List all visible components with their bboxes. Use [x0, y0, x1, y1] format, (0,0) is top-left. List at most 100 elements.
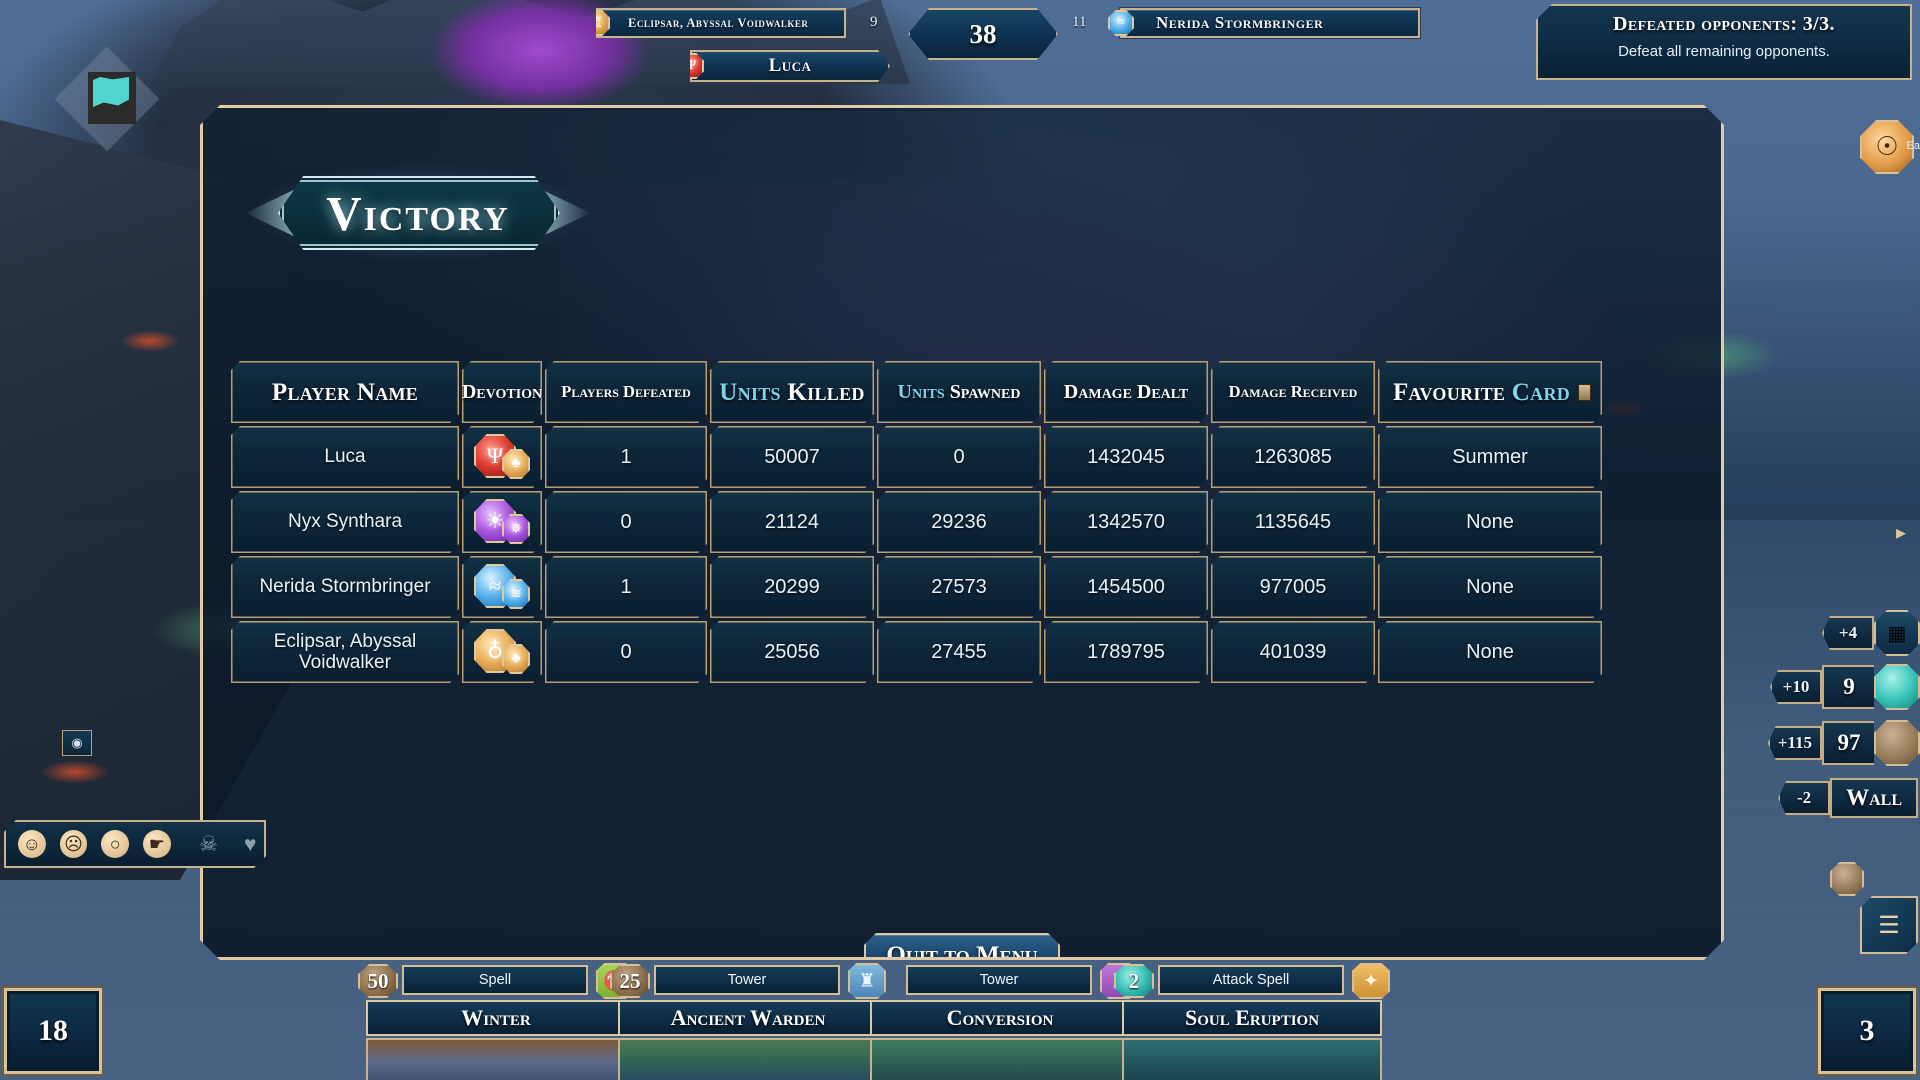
table-row: ♁ ♣ [462, 621, 542, 683]
column-header-damage_dealt[interactable]: Damage Dealt [1044, 361, 1208, 423]
turn-number: 38 [969, 18, 997, 49]
cell-units_spawned: 27573 [931, 575, 987, 598]
column-header-label: Players Defeated [561, 381, 691, 401]
cell-damage_dealt: 1789795 [1087, 640, 1165, 663]
column-header-devotion[interactable]: Devotion [462, 361, 542, 423]
column-header-damage_received[interactable]: Damage Received [1211, 361, 1375, 423]
card-name-bar: Ancient Warden [618, 1000, 878, 1036]
cell-player_name: Nerida Stormbringer [259, 576, 431, 598]
card-name-bar: Winter [366, 1000, 626, 1036]
cell-damage_received: 1135645 [1254, 510, 1332, 533]
devotion-secondary-icon: ✵ [502, 514, 530, 544]
table-row: 27573 [877, 556, 1041, 618]
right-side-number: 11 [1072, 14, 1087, 30]
cell-units_killed: 25056 [764, 640, 820, 663]
card-artwork [618, 1038, 878, 1080]
top-hud: ♖ Eclipsar, Abyssal Voidwalker 9 38 11 ≈… [0, 0, 1920, 100]
emote-smile-icon[interactable]: ☺ [18, 830, 46, 858]
draw-delta: +4 [1822, 616, 1874, 650]
column-header-players_defeated[interactable]: Players Defeated [545, 361, 707, 423]
cell-units_spawned: 0 [953, 445, 965, 468]
cell-units_spawned: 29236 [931, 510, 987, 533]
turn-hex: 38 [908, 8, 1058, 60]
sort-chip-icon[interactable] [1578, 384, 1591, 401]
victory-panel: Victory Player Name Devotion Players Defea… [200, 105, 1724, 960]
column-header-units_spawned[interactable]: Units Spawned [877, 361, 1041, 423]
opponent-bar-left[interactable]: ♖ Eclipsar, Abyssal Voidwalker [596, 8, 846, 38]
devotion-icons: ☀ ✵ [472, 498, 532, 546]
devotion-secondary-icon: ♣ [502, 644, 530, 674]
gem-value: 9 [1822, 665, 1874, 709]
turn-counter: 9 38 11 [840, 2, 1130, 64]
minimap-banner-icon [88, 72, 136, 124]
hand-card[interactable]: Tower♜ Conversion [862, 962, 1138, 1080]
emote-skull-icon[interactable]: ☠ [199, 831, 218, 856]
column-header-player_name[interactable]: Player Name [231, 361, 459, 423]
hand-card[interactable]: 25 Tower ♜ Ancient Warden [610, 962, 886, 1080]
card-type-icon: ♜ [848, 963, 886, 999]
gem-icon[interactable] [1874, 664, 1920, 710]
compass-icon[interactable]: ☉ [1860, 120, 1914, 174]
cell-players_defeated: 1 [620, 575, 632, 598]
table-row: 1432045 [1044, 426, 1208, 488]
column-header-label: Units Killed [719, 378, 865, 406]
table-row: None [1378, 556, 1602, 618]
column-header-label: Damage Received [1228, 381, 1358, 401]
card-type: Spell [402, 965, 588, 995]
table-row: Nyx Synthara [231, 491, 459, 553]
left-side-number: 9 [870, 14, 878, 30]
deck-icon[interactable]: ▦ [1874, 610, 1920, 656]
cell-damage_received: 401039 [1259, 640, 1327, 663]
emote-heart-icon[interactable]: ♥ [243, 831, 257, 856]
deck-count-left-value: 18 [38, 1014, 68, 1047]
panel-collapse-arrow-icon[interactable]: ▸ [1896, 522, 1907, 544]
table-row: 1135645 [1211, 491, 1375, 553]
column-header-label: Devotion [461, 381, 543, 403]
objective-title: Defeated opponents: 3/3. [1613, 13, 1835, 35]
deck-count-right[interactable]: 3 [1818, 988, 1916, 1074]
opponent-bar-right[interactable]: ≈ Nerida Stormbringer [1108, 8, 1420, 38]
card-header: 2 Attack Spell ✦ [1114, 962, 1390, 999]
devotion-red-icon: Ψ [690, 53, 704, 79]
opponent-left-name: Eclipsar, Abyssal Voidwalker [628, 15, 809, 30]
column-header-favourite_card[interactable]: Favourite Card [1378, 361, 1602, 423]
quit-to-menu-label: Quit to Menu [886, 942, 1038, 960]
table-row: None [1378, 491, 1602, 553]
card-name-bar: Conversion [870, 1000, 1130, 1036]
gem-delta: +10 [1770, 670, 1822, 704]
table-row: 29236 [877, 491, 1041, 553]
card-artwork [1122, 1038, 1382, 1080]
column-header-units_killed[interactable]: Units Killed [710, 361, 874, 423]
background-lava [120, 330, 180, 352]
current-player-name: Luca [768, 55, 812, 76]
emote-thumbsup-icon[interactable]: ☛ [143, 830, 171, 858]
cell-player_name: Nyx Synthara [287, 511, 403, 533]
stone-value: 97 [1822, 721, 1874, 765]
emote-surprise-icon[interactable]: ○ [101, 830, 129, 858]
table-row: 1342570 [1044, 491, 1208, 553]
devotion-blue-icon: ≈ [1108, 10, 1134, 36]
deck-count-left[interactable]: 18 [4, 988, 102, 1074]
visibility-toggle-icon[interactable]: ◉ [62, 730, 92, 756]
card-cost: 2 [1114, 964, 1154, 998]
card-name: Ancient Warden [670, 1005, 826, 1030]
stone-icon[interactable] [1874, 720, 1920, 766]
table-row: 25056 [710, 621, 874, 683]
emote-sad-icon[interactable]: ☹ [60, 830, 88, 858]
background-lava [40, 760, 110, 784]
resource-panel: +4 ▦ +10 9 +115 97 -2 Wall ☰ [1767, 610, 1920, 940]
scroll-icon[interactable]: ☰ [1860, 896, 1918, 954]
cell-favourite_card: None [1466, 640, 1514, 663]
card-type: Attack Spell [1158, 965, 1344, 995]
table-row: 1454500 [1044, 556, 1208, 618]
current-player-bar[interactable]: Ψ Luca [690, 50, 890, 82]
quit-to-menu-button[interactable]: Quit to Menu [864, 933, 1060, 960]
cell-units_killed: 50007 [764, 445, 820, 468]
card-type: Tower [654, 965, 840, 995]
hand-card[interactable]: 2 Attack Spell ✦ Soul Eruption [1114, 962, 1390, 1080]
objective-subtitle: Defeat all remaining opponents. [1618, 43, 1830, 60]
column-header-label: Favourite Card [1392, 378, 1571, 406]
cell-favourite_card: Summer [1452, 445, 1528, 468]
